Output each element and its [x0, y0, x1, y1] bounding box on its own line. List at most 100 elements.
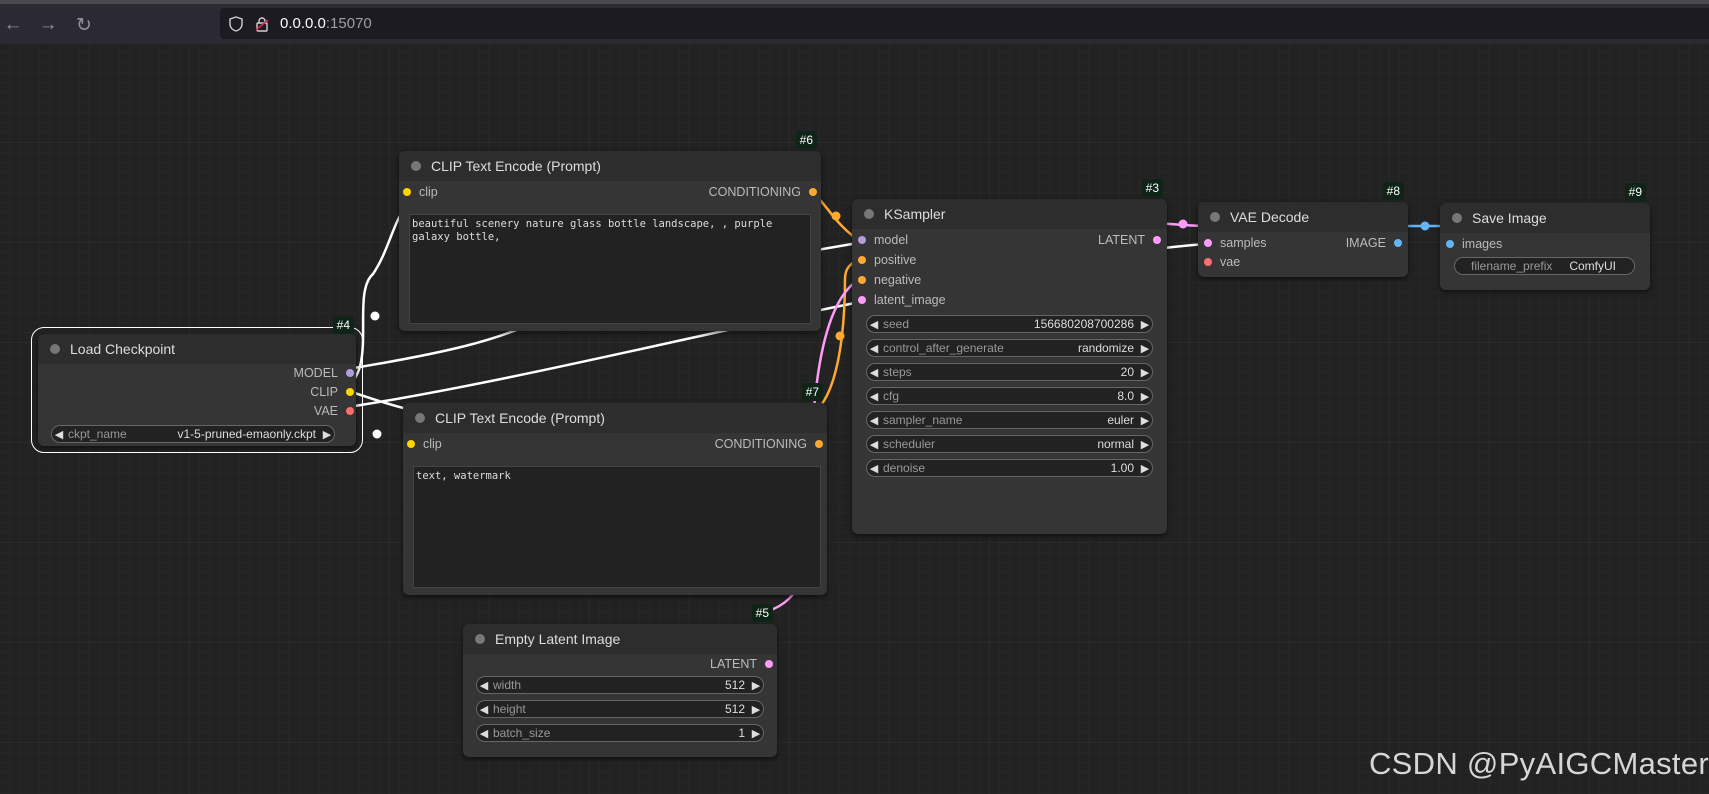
node-ksampler[interactable]: #3 KSampler model positive negative late… — [852, 179, 1167, 534]
node-title-bar[interactable]: VAE Decode — [1198, 202, 1408, 232]
control-after-generate-widget[interactable]: ◀ control_after_generate randomize ▶ — [866, 339, 1153, 357]
decrement-arrow-icon[interactable]: ◀ — [479, 727, 489, 740]
denoise-widget[interactable]: ◀ denoise 1.00 ▶ — [866, 459, 1153, 477]
clip-slot-dot[interactable] — [403, 188, 411, 196]
clip-slot-dot[interactable] — [346, 388, 354, 396]
latent-slot-dot[interactable] — [1153, 236, 1161, 244]
widget-label: ckpt_name — [68, 427, 127, 441]
output-slot-image[interactable]: IMAGE — [1346, 236, 1402, 250]
input-slot-model[interactable]: model — [858, 233, 908, 247]
prompt-textarea[interactable]: text, watermark — [413, 466, 821, 588]
node-vae-decode[interactable]: #8 VAE Decode samples vae IMAGE — [1198, 182, 1408, 277]
image-slot-dot[interactable] — [1394, 239, 1402, 247]
increment-arrow-icon[interactable]: ▶ — [1140, 342, 1150, 355]
increment-arrow-icon[interactable]: ▶ — [751, 727, 761, 740]
input-slot-samples[interactable]: samples — [1204, 236, 1267, 250]
input-slot-clip[interactable]: clip — [403, 185, 438, 199]
conditioning-slot-dot[interactable] — [858, 256, 866, 264]
input-slot-vae[interactable]: vae — [1204, 255, 1240, 269]
collapse-dot-icon[interactable] — [475, 634, 485, 644]
seed-widget[interactable]: ◀ seed 156680208700286 ▶ — [866, 315, 1153, 333]
node-title-bar[interactable]: Save Image — [1440, 203, 1650, 233]
reload-icon[interactable]: ↻ — [76, 14, 92, 36]
height-widget[interactable]: ◀ height 512 ▶ — [476, 700, 764, 718]
decrement-arrow-icon[interactable]: ◀ — [869, 318, 879, 331]
filename-prefix-field[interactable]: filename_prefix ComfyUI — [1454, 257, 1635, 275]
decrement-arrow-icon[interactable]: ◀ — [869, 414, 879, 427]
latent-slot-dot[interactable] — [858, 296, 866, 304]
decrement-arrow-icon[interactable]: ◀ — [869, 390, 879, 403]
decrement-arrow-icon[interactable]: ◀ — [869, 366, 879, 379]
increment-arrow-icon[interactable]: ▶ — [1140, 366, 1150, 379]
vae-slot-dot[interactable] — [346, 407, 354, 415]
decrement-arrow-icon[interactable]: ◀ — [54, 428, 64, 441]
increment-arrow-icon[interactable]: ▶ — [751, 679, 761, 692]
output-slot-clip[interactable]: CLIP — [310, 385, 354, 399]
node-title-bar[interactable]: KSampler — [852, 199, 1167, 229]
collapse-dot-icon[interactable] — [864, 209, 874, 219]
node-clip-text-encode-negative[interactable]: #7 CLIP Text Encode (Prompt) clip CONDIT… — [403, 383, 827, 595]
node-load-checkpoint[interactable]: #4 Load Checkpoint MODEL CLIP VAE ◀ ckpt… — [31, 316, 363, 453]
output-slot-conditioning[interactable]: CONDITIONING — [715, 437, 823, 451]
slot-label: negative — [874, 273, 922, 287]
output-slot-model[interactable]: MODEL — [294, 366, 354, 380]
sampler-name-widget[interactable]: ◀ sampler_name euler ▶ — [866, 411, 1153, 429]
input-slot-clip[interactable]: clip — [407, 437, 442, 451]
prompt-textarea[interactable]: beautiful scenery nature glass bottle la… — [409, 214, 811, 324]
node-title-bar[interactable]: CLIP Text Encode (Prompt) — [403, 403, 827, 433]
scheduler-widget[interactable]: ◀ scheduler normal ▶ — [866, 435, 1153, 453]
model-slot-dot[interactable] — [346, 369, 354, 377]
output-slot-vae[interactable]: VAE — [314, 404, 354, 418]
vae-slot-dot[interactable] — [1204, 258, 1212, 266]
clip-slot-dot[interactable] — [407, 440, 415, 448]
increment-arrow-icon[interactable]: ▶ — [1140, 414, 1150, 427]
output-slot-latent[interactable]: LATENT — [1098, 233, 1161, 247]
batch-size-widget[interactable]: ◀ batch_size 1 ▶ — [476, 724, 764, 742]
input-slot-positive[interactable]: positive — [858, 253, 916, 267]
collapse-dot-icon[interactable] — [1452, 213, 1462, 223]
node-empty-latent-image[interactable]: #5 Empty Latent Image LATENT ◀ width 512 ▶ … — [463, 604, 777, 757]
arrow-left-icon[interactable]: ← — [3, 14, 23, 35]
node-graph-canvas[interactable]: #6 CLIP Text Encode (Prompt) clip CONDIT… — [0, 44, 1709, 794]
node-title-bar[interactable]: Load Checkpoint — [38, 334, 356, 364]
conditioning-slot-dot[interactable] — [809, 188, 817, 196]
node-title: Load Checkpoint — [70, 341, 176, 357]
conditioning-slot-dot[interactable] — [815, 440, 823, 448]
node-title-bar[interactable]: CLIP Text Encode (Prompt) — [399, 151, 821, 181]
output-slot-conditioning[interactable]: CONDITIONING — [709, 185, 817, 199]
conditioning-slot-dot[interactable] — [858, 276, 866, 284]
latent-slot-dot[interactable] — [1204, 239, 1212, 247]
collapse-dot-icon[interactable] — [411, 161, 421, 171]
collapse-dot-icon[interactable] — [415, 413, 425, 423]
cfg-widget[interactable]: ◀ cfg 8.0 ▶ — [866, 387, 1153, 405]
decrement-arrow-icon[interactable]: ◀ — [869, 342, 879, 355]
output-slot-latent[interactable]: LATENT — [710, 657, 773, 671]
increment-arrow-icon[interactable]: ▶ — [322, 428, 332, 441]
input-slot-negative[interactable]: negative — [858, 273, 921, 287]
input-slot-latent-image[interactable]: latent_image — [858, 293, 946, 307]
model-slot-dot[interactable] — [858, 236, 866, 244]
arrow-right-icon[interactable]: → — [38, 14, 58, 35]
decrement-arrow-icon[interactable]: ◀ — [869, 462, 879, 475]
increment-arrow-icon[interactable]: ▶ — [751, 703, 761, 716]
decrement-arrow-icon[interactable]: ◀ — [479, 703, 489, 716]
decrement-arrow-icon[interactable]: ◀ — [479, 679, 489, 692]
increment-arrow-icon[interactable]: ▶ — [1140, 390, 1150, 403]
url-bar[interactable]: 0.0.0.0:15070 — [220, 8, 1709, 39]
increment-arrow-icon[interactable]: ▶ — [1140, 438, 1150, 451]
increment-arrow-icon[interactable]: ▶ — [1140, 318, 1150, 331]
collapse-dot-icon[interactable] — [50, 344, 60, 354]
increment-arrow-icon[interactable]: ▶ — [1140, 462, 1150, 475]
input-slot-images[interactable]: images — [1446, 237, 1502, 251]
image-slot-dot[interactable] — [1446, 240, 1454, 248]
steps-widget[interactable]: ◀ steps 20 ▶ — [866, 363, 1153, 381]
collapse-dot-icon[interactable] — [1210, 212, 1220, 222]
node-clip-text-encode-positive[interactable]: #6 CLIP Text Encode (Prompt) clip CONDIT… — [399, 131, 821, 331]
latent-slot-dot[interactable] — [765, 660, 773, 668]
width-widget[interactable]: ◀ width 512 ▶ — [476, 676, 764, 694]
node-save-image[interactable]: #9 Save Image images filename_prefix Com… — [1440, 183, 1650, 290]
node-id-badge: #7 — [801, 383, 823, 401]
ckpt-name-combo[interactable]: ◀ ckpt_name v1-5-pruned-emaonly.ckpt ▶ — [51, 425, 335, 443]
decrement-arrow-icon[interactable]: ◀ — [869, 438, 879, 451]
node-title-bar[interactable]: Empty Latent Image — [463, 624, 777, 654]
